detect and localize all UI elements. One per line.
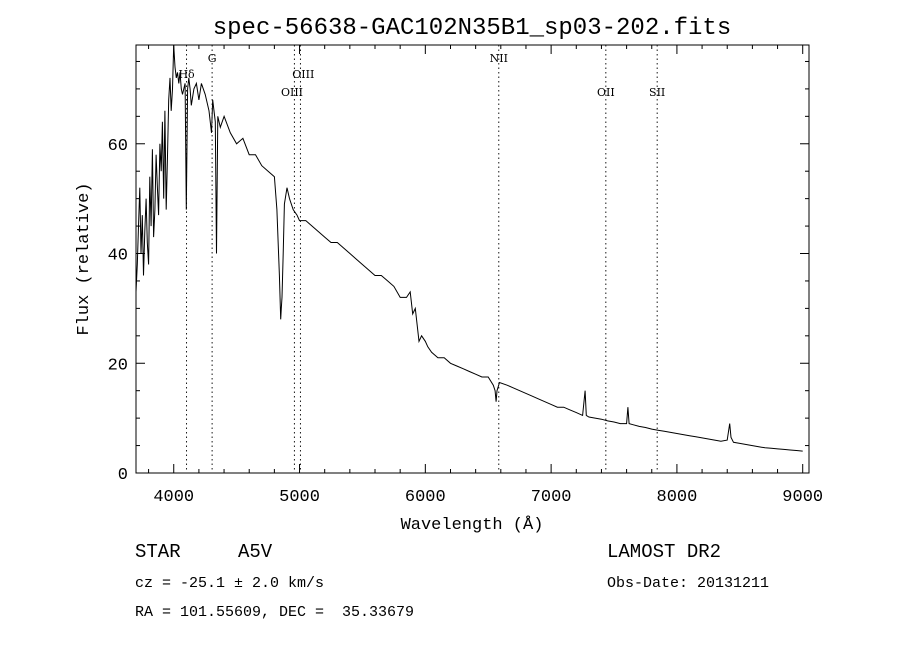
- spectral-line-label: OII: [597, 86, 615, 99]
- spectral-line-label: G: [208, 52, 217, 65]
- x-tick-label: 5000: [279, 488, 320, 507]
- spectrum-line: [135, 44, 803, 452]
- plot-frame: [135, 44, 810, 474]
- y-tick-label: 40: [108, 247, 128, 266]
- observation-date: Obs-Date: 20131211: [607, 575, 770, 592]
- ra-dec-coordinates: RA = 101.55609, DEC = 35.33679: [135, 604, 415, 621]
- survey-name: LAMOST DR2: [607, 541, 722, 563]
- x-tick-label: 6000: [405, 488, 446, 507]
- spectral-line-label: NII: [490, 52, 508, 65]
- spectral-line-label: SII: [649, 86, 665, 99]
- object-subclass: A5V: [238, 541, 273, 563]
- x-axis-label: Wavelength (Å): [401, 516, 544, 535]
- y-tick-label: 0: [118, 466, 128, 485]
- x-tick-label: 8000: [657, 488, 698, 507]
- spectral-line-markers: Hδ G OIII OIII NII OII SII: [178, 45, 665, 473]
- spectral-line-label: OIII: [292, 68, 314, 81]
- object-class: STAR: [135, 541, 181, 563]
- spectral-line-label: Hδ: [178, 68, 195, 81]
- x-tick-label: 4000: [153, 488, 194, 507]
- y-tick-label: 60: [108, 137, 128, 156]
- chart-title: spec-56638-GAC102N35B1_sp03-202.fits: [213, 15, 731, 42]
- x-tick-label: 7000: [531, 488, 572, 507]
- spectral-line-label: OIII: [281, 86, 303, 99]
- y-axis-label: Flux (relative): [75, 182, 94, 335]
- redshift-cz: cz = -25.1 ± 2.0 km/s: [135, 575, 325, 592]
- axis-ticks: 4000 5000 6000 7000 8000 9000 0 20 40 60: [108, 45, 823, 507]
- y-tick-label: 20: [108, 356, 128, 375]
- x-tick-label: 9000: [782, 488, 823, 507]
